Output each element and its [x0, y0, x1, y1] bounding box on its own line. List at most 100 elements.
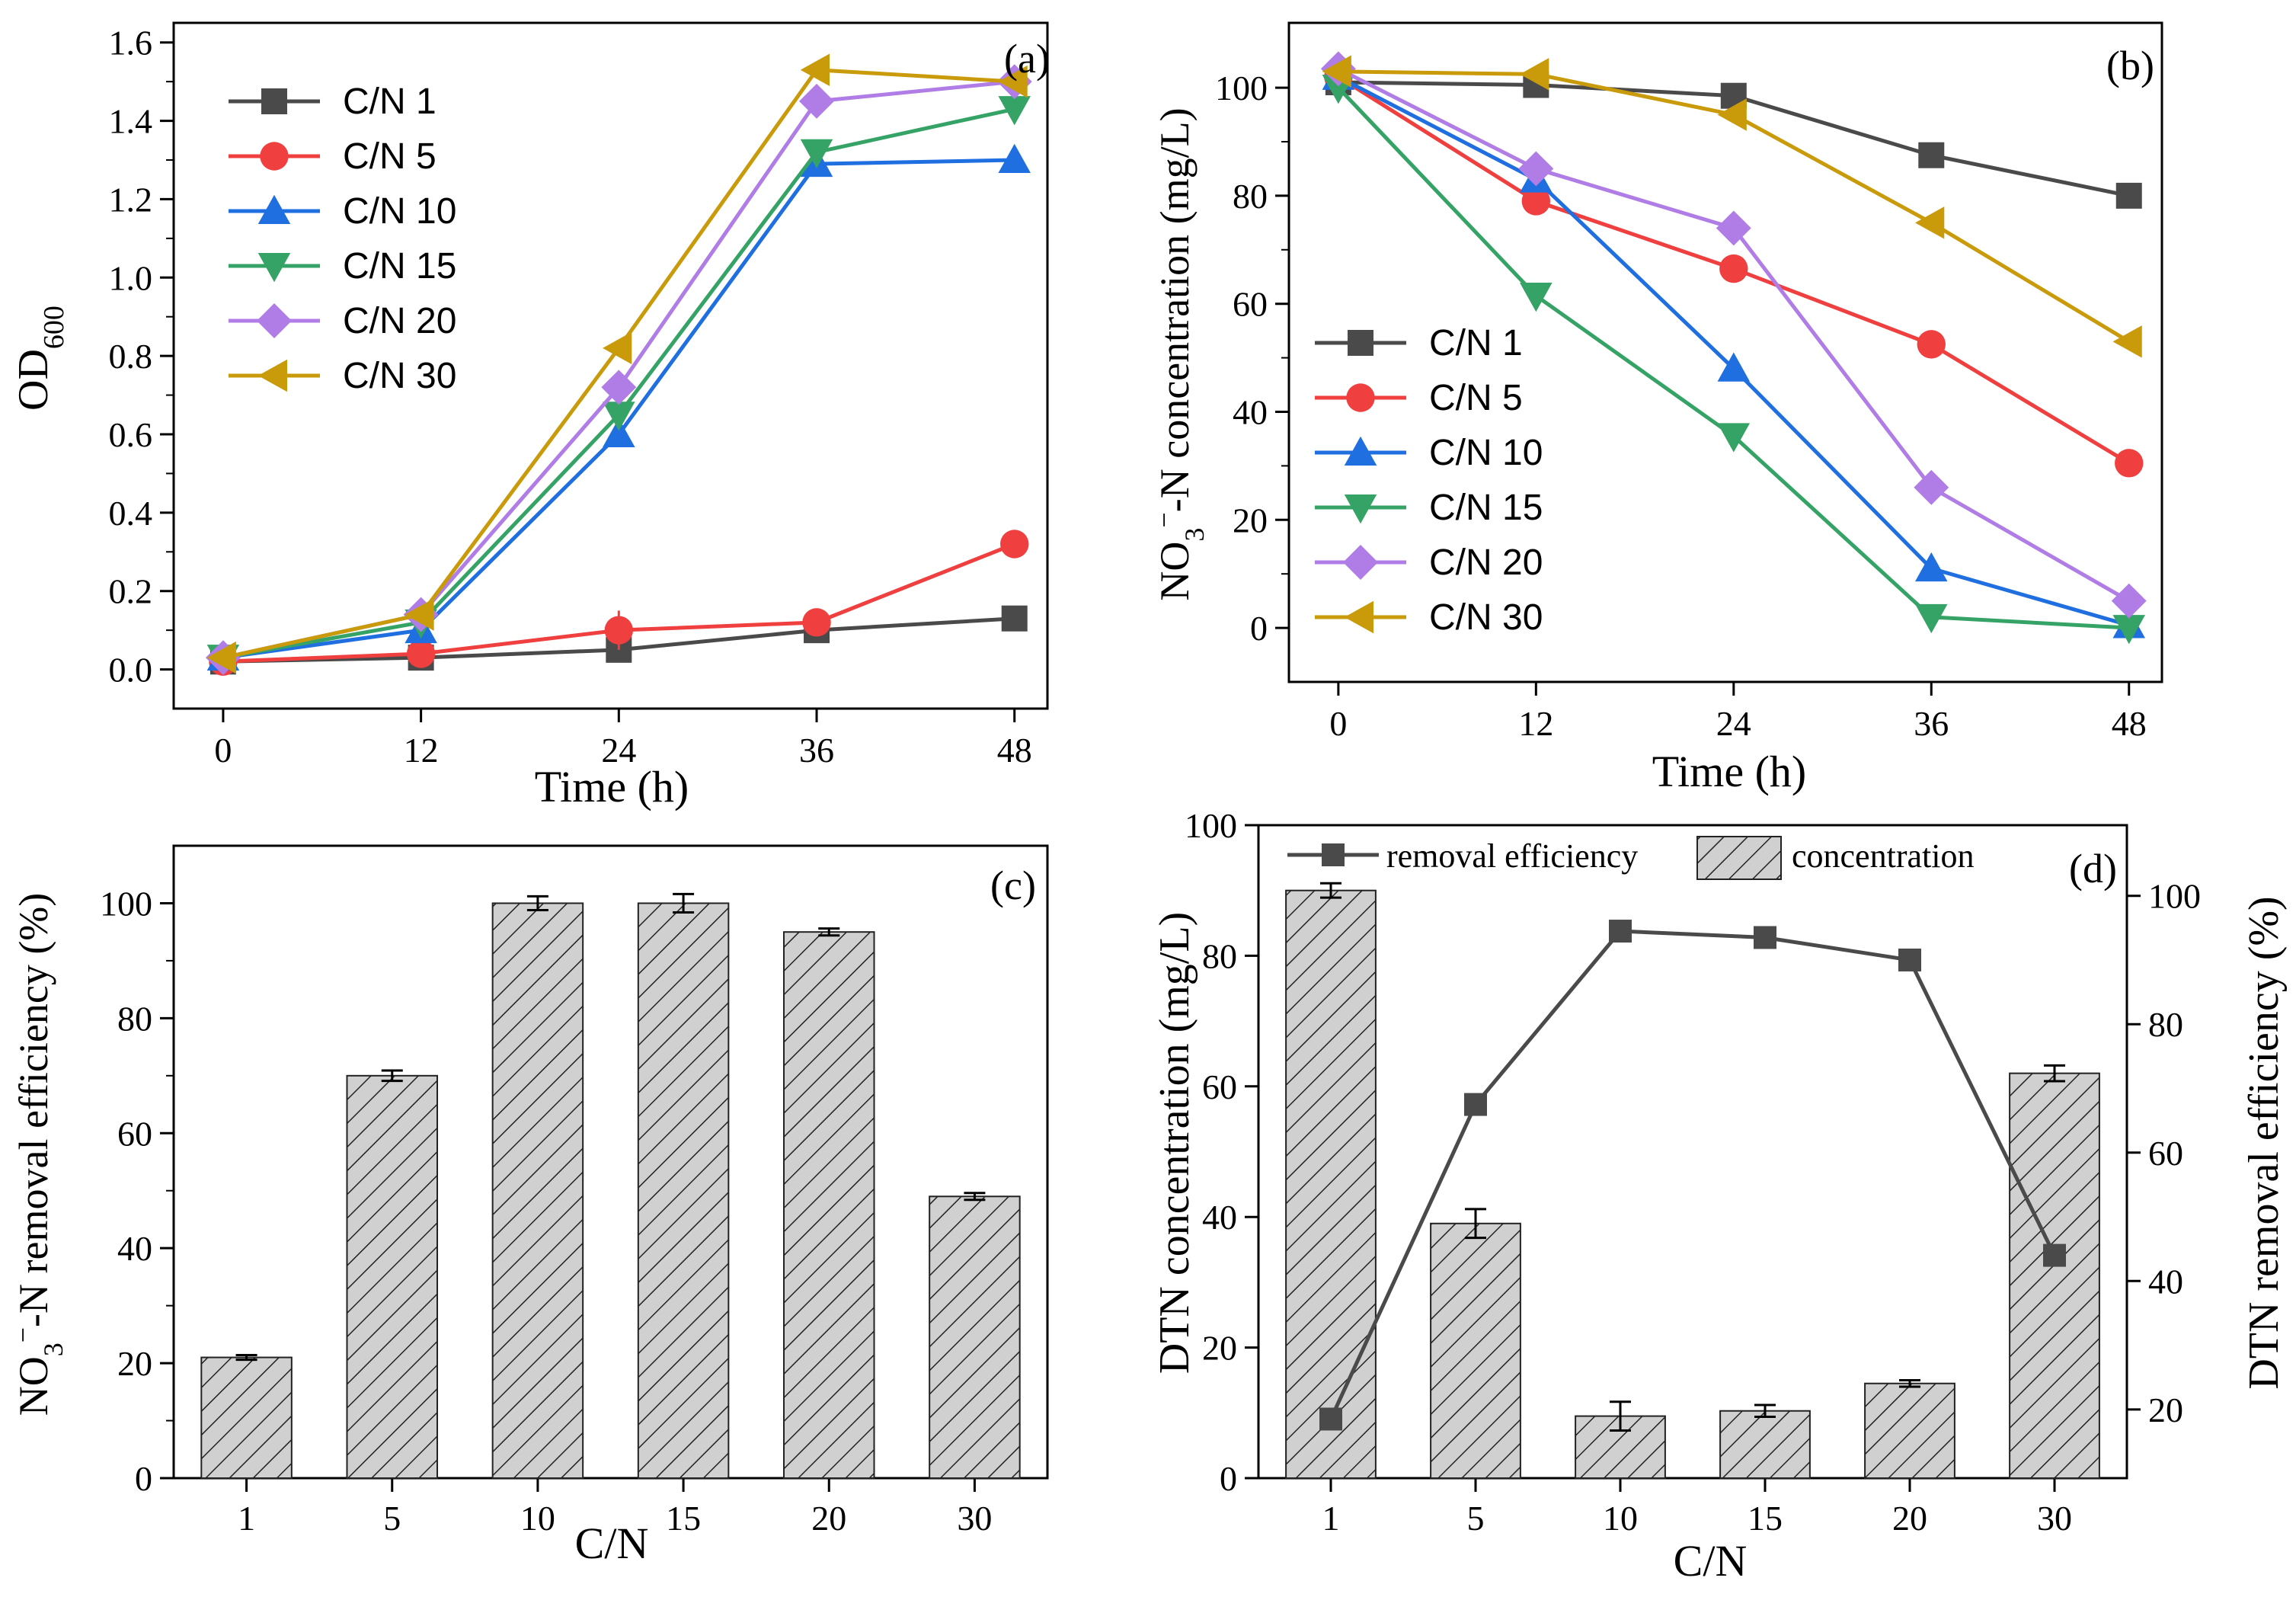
panel-a-xlabel: Time (h) — [535, 762, 689, 811]
data-point — [1917, 330, 1946, 359]
legend-label: C/N 5 — [343, 136, 436, 177]
removal-efficiency-point — [2043, 1243, 2066, 1267]
data-point — [1915, 603, 1948, 634]
removal-efficiency-point — [1754, 926, 1776, 949]
y-left-tick-label: 60 — [1202, 1067, 1237, 1106]
data-point — [1717, 98, 1747, 131]
y-right-tick-label: 60 — [2148, 1134, 2183, 1173]
y-tick-label: 0.6 — [109, 415, 153, 454]
y-tick-label: 1.6 — [109, 24, 153, 62]
data-point — [1914, 469, 1949, 505]
bar-5 — [1430, 1222, 1521, 1480]
panel-d-label: (d) — [2069, 846, 2117, 891]
data-point — [800, 53, 830, 86]
legend-label: C/N 15 — [343, 246, 456, 286]
data-point — [1000, 530, 1029, 558]
y-right-tick-label: 20 — [2148, 1391, 2183, 1429]
x-tick-label: 20 — [1892, 1499, 1927, 1538]
removal-efficiency-point — [1319, 1407, 1342, 1431]
legend-marker — [257, 359, 287, 392]
removal-efficiency-point — [1609, 920, 1632, 943]
x-tick-label: 36 — [1914, 704, 1949, 743]
data-point — [1719, 254, 1748, 283]
data-point — [406, 639, 436, 668]
data-point — [1716, 210, 1751, 246]
x-tick-label: 24 — [1716, 704, 1751, 743]
data-point — [2112, 325, 2142, 358]
x-tick-label: 20 — [811, 1499, 846, 1538]
y-tick-label: 100 — [100, 884, 152, 923]
y-tick-label: 20 — [117, 1344, 152, 1383]
data-point — [1518, 151, 1554, 187]
panel-c-label: (c) — [990, 863, 1036, 908]
y-left-tick-label: 20 — [1202, 1329, 1237, 1368]
x-tick-label: 30 — [957, 1499, 992, 1538]
data-point — [604, 616, 634, 645]
data-point — [2112, 615, 2146, 645]
bar-20 — [782, 931, 875, 1479]
legend-label: C/N 30 — [1429, 597, 1543, 638]
panel-a-legend: C/N 1 C/N 5 C/N 10 C/N 15 C/N 20 C/N 30 — [229, 82, 456, 396]
x-tick-label: 36 — [799, 731, 834, 770]
y-tick-label: 0.8 — [109, 337, 153, 376]
legend-marker — [261, 88, 287, 114]
y-tick-label: 20 — [1233, 501, 1268, 539]
x-tick-label: 12 — [404, 731, 439, 770]
data-point — [603, 331, 632, 365]
legend-marker — [1344, 436, 1377, 466]
y-tick-label: 40 — [117, 1229, 152, 1268]
bar-1 — [200, 1356, 293, 1479]
bar-10 — [491, 902, 584, 1480]
y-tick-label: 0.2 — [109, 572, 153, 611]
data-point — [2115, 182, 2142, 209]
data-point — [1520, 58, 1549, 91]
panel-c-plot — [200, 892, 1021, 1480]
panel-a: 0 12 24 36 48 0.0 0.2 0.4 0.6 0.8 1.0 1.2 1.4 1.6 (a)… — [10, 21, 1050, 811]
data-point — [799, 83, 834, 119]
y-tick-label: 1.4 — [109, 102, 153, 141]
legend-marker — [1322, 843, 1345, 866]
removal-efficiency-point — [1898, 948, 1921, 971]
data-point — [1717, 352, 1751, 382]
data-point — [998, 143, 1031, 173]
data-point — [998, 65, 1028, 98]
panel-b-axes: 0 12 24 36 48 0 20 40 60 80 100 — [1215, 21, 2163, 743]
panel-a-axes: 0 12 24 36 48 0.0 0.2 0.4 0.6 0.8 1.0 1.2 1.4 1.6 — [109, 21, 1049, 770]
bar-30 — [2009, 1072, 2100, 1480]
legend-marker — [260, 142, 289, 171]
data-point — [206, 641, 236, 674]
panel-c-frame — [172, 844, 1049, 1480]
x-tick-label: 0 — [214, 731, 232, 770]
bar-5 — [346, 1074, 439, 1480]
x-tick-label: 48 — [997, 731, 1032, 770]
x-tick-label: 30 — [2037, 1499, 2072, 1538]
x-tick-label: 10 — [520, 1499, 555, 1538]
panel-d-frame — [1257, 824, 2128, 1480]
data-point — [2115, 449, 2144, 478]
legend-marker — [257, 303, 292, 338]
y-tick-label: 0.0 — [109, 651, 153, 690]
panel-b-plot — [1320, 51, 2147, 645]
legend-marker — [257, 253, 291, 283]
legend-label: C/N 20 — [343, 301, 456, 341]
data-point — [802, 608, 831, 637]
legend-label: C/N 5 — [1429, 378, 1523, 418]
data-point — [1322, 55, 1351, 88]
data-point — [1918, 142, 1945, 168]
bar-20 — [1864, 1382, 1955, 1479]
x-tick-label: 24 — [601, 731, 636, 770]
x-tick-label: 15 — [1748, 1499, 1783, 1538]
y-left-tick-label: 0 — [1220, 1459, 1237, 1498]
removal-efficiency-point — [1464, 1093, 1487, 1116]
x-tick-label: 5 — [1467, 1499, 1485, 1538]
legend-label: C/N 1 — [343, 82, 436, 122]
legend-marker — [1346, 383, 1375, 412]
panel-b-legend: C/N 1 C/N 5 C/N 10 C/N 15 C/N 20 C/N 30 — [1315, 323, 1543, 638]
legend-swatch — [1696, 836, 1782, 880]
panel-c-ylabel: NO3−-N removal efficiency (%) — [8, 893, 69, 1416]
removal-efficiency-line — [1329, 929, 2057, 1420]
bar-15 — [1719, 1410, 1811, 1479]
